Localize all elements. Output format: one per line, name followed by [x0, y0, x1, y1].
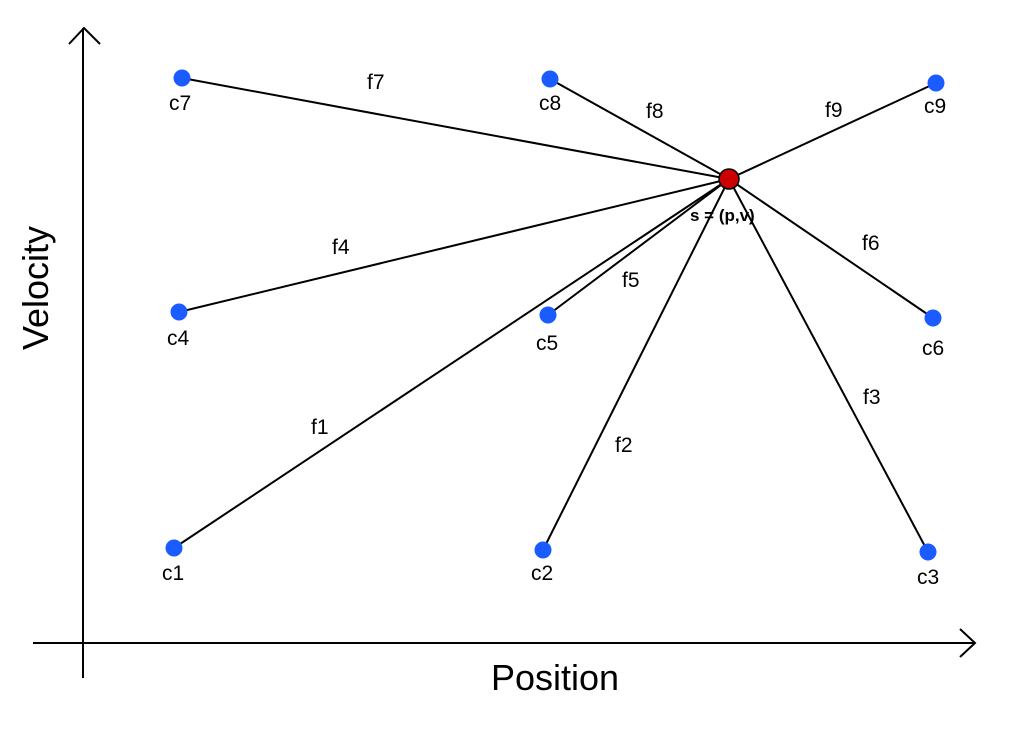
node-label-c7: c7 — [169, 92, 191, 115]
node-label-c2: c2 — [531, 562, 553, 585]
edge-label-f7: f7 — [367, 71, 385, 94]
edge-f9 — [728, 82, 937, 180]
edge-f2 — [542, 178, 730, 551]
edges — [173, 77, 937, 553]
axes — [33, 26, 977, 678]
edge-label-f3: f3 — [863, 386, 881, 409]
node-c2 — [534, 541, 552, 559]
node-c6 — [924, 309, 942, 327]
node-labels: c1 c2 c3 c4 c5 c6 c7 c8 c9 — [162, 92, 946, 589]
x-axis-arrow — [959, 628, 977, 658]
state-point: s = (p,v) — [690, 168, 755, 225]
edge-label-f6: f6 — [862, 232, 880, 255]
node-label-c8: c8 — [539, 92, 561, 115]
x-axis-title: Position — [491, 657, 619, 698]
y-axis-title: Velocity — [15, 226, 56, 350]
node-c5 — [539, 306, 557, 324]
node-label-c3: c3 — [917, 566, 939, 589]
state-label: s = (p,v) — [690, 206, 755, 225]
edge-label-f4: f4 — [332, 236, 350, 259]
node-label-c9: c9 — [924, 95, 946, 118]
node-c1 — [165, 539, 183, 557]
node-c8 — [541, 70, 559, 88]
edge-label-f1: f1 — [311, 416, 329, 439]
edge-f4 — [178, 178, 730, 313]
edge-f6 — [728, 178, 934, 319]
node-c4 — [170, 303, 188, 321]
edge-label-f8: f8 — [646, 100, 664, 123]
edge-label-f5: f5 — [622, 269, 640, 292]
edge-f1 — [173, 178, 730, 549]
node-c9 — [927, 74, 945, 92]
edge-f8 — [549, 78, 730, 180]
edge-labels: f1 f2 f3 f4 f5 f6 f7 f8 f9 — [311, 71, 881, 457]
edge-f3 — [728, 178, 929, 553]
edge-label-f9: f9 — [825, 99, 843, 122]
node-c3 — [919, 543, 937, 561]
edge-f7 — [181, 77, 730, 180]
node-label-c1: c1 — [162, 562, 184, 585]
node-label-c6: c6 — [922, 337, 944, 360]
edge-f5 — [547, 178, 730, 316]
edge-label-f2: f2 — [615, 434, 633, 457]
nodes — [165, 69, 945, 561]
node-label-c4: c4 — [167, 327, 190, 350]
y-axis-arrow — [68, 26, 101, 45]
node-c7 — [173, 69, 191, 87]
state-dot — [718, 168, 740, 190]
node-label-c5: c5 — [536, 332, 558, 355]
